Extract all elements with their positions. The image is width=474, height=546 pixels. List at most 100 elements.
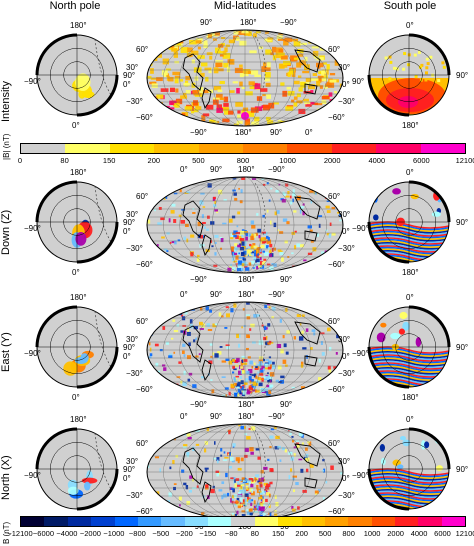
colorbar-tick-label: 2000: [387, 529, 404, 538]
map-bottom-lon-label: −90°: [190, 275, 207, 284]
north-pole-label-bottom: 0°: [72, 268, 80, 277]
south-pole-label-top: 0°: [406, 21, 414, 30]
colorbar-tick-label: 500: [192, 156, 205, 165]
colorbar-tick-label: 150: [271, 529, 285, 538]
map-lat-label-left: 60°: [136, 45, 149, 54]
intensity-colorbar: [20, 143, 466, 154]
map-lat-label-right: 30°: [338, 63, 351, 72]
colorbar-swatch: [231, 517, 255, 526]
north-pole-label-bottom: 0°: [72, 121, 80, 130]
mid-latitudes-map: [146, 176, 344, 274]
map-top-lon-label: −90°: [268, 290, 285, 299]
component-colorbar: [20, 516, 466, 527]
map-lat-label-left: 0°: [123, 227, 131, 236]
colorbar-tick-label: 200: [147, 156, 161, 165]
north-pole-label-bottom: 0°: [72, 393, 80, 402]
colorbar-swatch: [376, 144, 421, 153]
colorbar-tick-label: −12100: [7, 529, 33, 538]
map-lat-label-right: −60°: [328, 113, 345, 122]
map-lat-label-right: 0°: [342, 80, 350, 89]
map-lat-label-right: 60°: [328, 317, 341, 326]
colorbar-tick-label: 150: [102, 156, 116, 165]
south-pole-map: [367, 427, 451, 511]
map-lat-label-right: −60°: [328, 385, 345, 394]
south-pole-label-right: 90°: [456, 218, 469, 227]
map-lat-label-right: 0°: [342, 474, 350, 483]
colorbar-swatch: [137, 517, 162, 526]
map-bottom-lon-label: 0°: [305, 128, 313, 137]
row-label-north: North (X): [0, 455, 12, 500]
map-lat-label-right: −60°: [328, 260, 345, 269]
colorbar-swatch: [441, 517, 466, 526]
colorbar-swatch: [21, 144, 66, 153]
colorbar-tick-label: −800: [128, 529, 146, 538]
colorbar-swatch: [154, 144, 199, 153]
south-pole-label-bottom: 180°: [402, 121, 419, 130]
south-pole-label-right: 90°: [456, 343, 469, 352]
colorbar-swatch: [67, 517, 92, 526]
north-pole-label-left: −90°: [24, 349, 41, 358]
south-pole-label-left: −90°: [352, 224, 369, 233]
map-lat-label-right: 0°: [342, 227, 350, 236]
north-pole-label-right: 90°: [123, 218, 136, 227]
map-lat-label-left: 30°: [126, 63, 139, 72]
colorbar-tick-label: 6000: [413, 156, 430, 165]
colorbar-tick-label: 500: [318, 529, 332, 538]
colorbar-tick-label: 80: [250, 529, 259, 538]
north-pole-label-right: 90°: [123, 465, 136, 474]
map-lat-label-left: −60°: [136, 260, 153, 269]
map-lat-label-right: −30°: [338, 244, 355, 253]
mid-latitudes-map: [146, 29, 344, 127]
south-pole-label-top: 0°: [406, 415, 414, 424]
south-pole-map: [367, 305, 451, 389]
colorbar-swatch: [198, 144, 244, 153]
map-lat-label-left: −30°: [126, 97, 143, 106]
colorbar-swatch: [278, 517, 302, 526]
map-top-lon-label: −90°: [268, 412, 285, 421]
south-pole-label-top: 0°: [406, 168, 414, 177]
map-bottom-lon-label: 180°: [235, 128, 252, 137]
colorbar-tick-label: −2000: [79, 529, 101, 538]
colorbar-swatch: [208, 517, 232, 526]
map-bottom-lon-label: 90°: [270, 128, 283, 137]
map-lat-label-left: 0°: [123, 474, 131, 483]
map-lat-label-right: 60°: [328, 439, 341, 448]
map-top-lon-label: 180°: [238, 290, 255, 299]
colorbar-swatch: [287, 144, 332, 153]
colorbar-swatch: [65, 144, 110, 153]
colorbar-swatch: [44, 517, 68, 526]
north-pole-label-right: 90°: [123, 71, 136, 80]
south-pole-label-left: −90°: [352, 471, 369, 480]
colorbar-swatch: [331, 144, 377, 153]
colorbar-swatch: [254, 517, 279, 526]
map-top-lon-label: 180°: [240, 18, 257, 27]
colorbar-tick-label: 800: [342, 529, 355, 538]
map-lat-label-right: 30°: [338, 335, 351, 344]
colorbar-swatch: [301, 517, 325, 526]
map-lat-label-right: −30°: [338, 369, 355, 378]
colorbar-tick-label: 1000: [279, 156, 296, 165]
row-label-east: East (Y): [0, 332, 12, 372]
map-top-lon-label: 180°: [238, 165, 255, 174]
map-lat-label-right: −60°: [328, 507, 345, 516]
map-lat-label-right: 0°: [342, 352, 350, 361]
south-pole-label-right: 90°: [456, 465, 469, 474]
colorbar-swatch: [109, 144, 155, 153]
north-pole-label-left: −90°: [24, 77, 41, 86]
north-pole-label-top: 180°: [70, 21, 87, 30]
colorbar-tick-label: 12100: [455, 529, 474, 538]
map-lat-label-left: 0°: [123, 352, 131, 361]
north-pole-label-top: 180°: [70, 415, 87, 424]
map-lat-label-left: −60°: [136, 113, 153, 122]
map-lat-label-right: 30°: [338, 457, 351, 466]
north-pole-map: [35, 305, 119, 389]
colorbar-swatch: [243, 144, 288, 153]
map-top-lon-label: −90°: [268, 165, 285, 174]
column-header-south-pole: South pole: [383, 0, 437, 12]
colorbar-swatch: [161, 517, 185, 526]
map-top-lon-label: 90°: [210, 290, 223, 299]
colorbar-swatch: [114, 517, 138, 526]
colorbar-tick-label: 6000: [434, 529, 451, 538]
colorbar-swatch: [418, 517, 442, 526]
south-pole-label-right: 90°: [456, 71, 469, 80]
